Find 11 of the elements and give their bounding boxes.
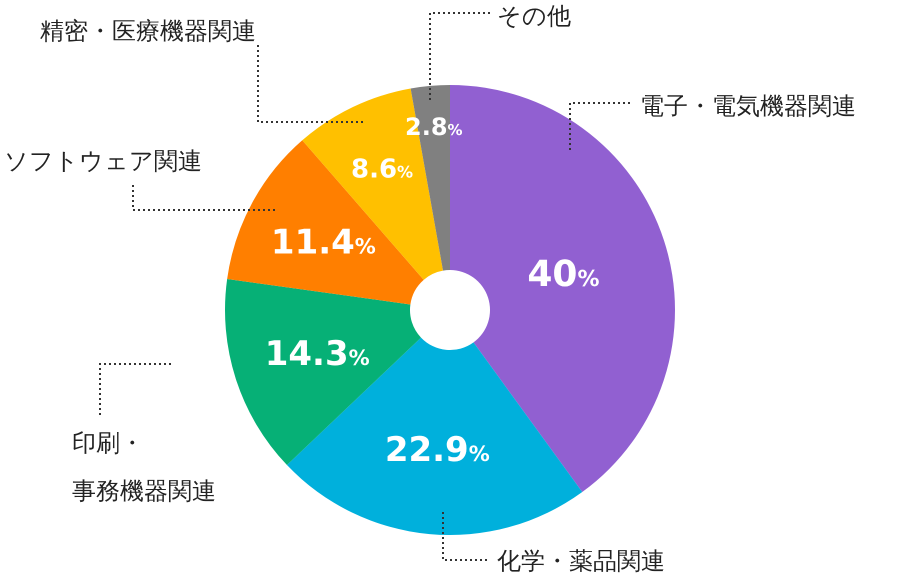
data-label: 14.3% bbox=[264, 334, 370, 374]
slice-label: 電子・電気機器関連 bbox=[640, 92, 856, 120]
data-label: 8.6% bbox=[351, 154, 414, 184]
slice-label: 化学・薬品関連 bbox=[497, 547, 665, 575]
slice-label: その他 bbox=[497, 2, 571, 30]
data-label: 22.9% bbox=[384, 430, 490, 470]
data-label: 40% bbox=[527, 254, 600, 296]
slice-label: 精密・医療機器関連 bbox=[40, 17, 256, 45]
data-label: 11.4% bbox=[270, 222, 376, 263]
slice-label: 印刷・事務機器関連 bbox=[72, 429, 216, 505]
slice-label: ソフトウェア関連 bbox=[4, 147, 202, 175]
